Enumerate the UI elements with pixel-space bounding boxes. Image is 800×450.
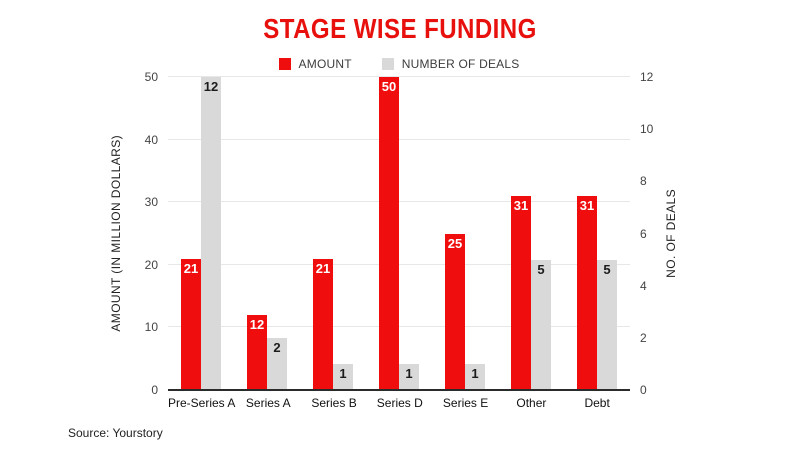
y-tick-right: 2 — [640, 330, 647, 345]
gridline — [168, 138, 630, 140]
x-label: Debt — [584, 396, 610, 410]
gridline — [168, 326, 630, 328]
bar-amount: 12 — [247, 314, 267, 390]
bar-value-label: 1 — [471, 365, 479, 381]
bar-value-label: 25 — [447, 235, 463, 251]
bar-value-label: 50 — [381, 79, 397, 94]
legend: AMOUNT NUMBER OF DEALS — [168, 57, 630, 71]
x-label: Pre-Series A — [168, 396, 236, 410]
x-label: Series A — [245, 396, 291, 410]
y-tick-right: 12 — [640, 70, 654, 84]
bar-value-label: 12 — [203, 79, 219, 94]
bar-amount: 25 — [445, 233, 465, 390]
legend-label: AMOUNT — [298, 57, 352, 71]
x-label: Series E — [442, 396, 489, 410]
bar-group: 21 12 — [181, 77, 221, 390]
x-axis-line — [168, 389, 630, 391]
bar-deals: 1 — [399, 363, 419, 390]
bar-value-label: 1 — [405, 365, 413, 381]
legend-label: NUMBER OF DEALS — [401, 57, 520, 71]
y-tick-right: 6 — [640, 226, 647, 241]
y-tick-left: 0 — [151, 383, 158, 397]
bar-group: 25 1 — [445, 233, 485, 390]
bar-value-label: 21 — [183, 260, 199, 276]
bar-deals: 2 — [267, 337, 287, 390]
left-axis-ticks: 0 10 20 30 40 50 — [126, 70, 158, 397]
y-tick-right: 8 — [640, 174, 647, 189]
plot-area: 21 12 12 2 21 1 50 1 25 1 31 5 31 5 — [168, 76, 630, 391]
y-tick-right: 4 — [640, 278, 647, 293]
y-tick-left: 20 — [144, 257, 158, 272]
y-tick-left: 30 — [144, 195, 158, 210]
y-tick-left: 40 — [144, 132, 158, 147]
gridline — [168, 201, 630, 203]
y-tick-right: 10 — [640, 122, 654, 137]
bar-amount: 50 — [379, 77, 399, 390]
y-tick-right: 0 — [640, 383, 647, 397]
category-labels: Pre-Series A Series A Series B Series D Seri… — [168, 396, 630, 410]
bar-group: 50 1 — [379, 77, 419, 390]
x-label: Other — [516, 396, 547, 410]
chart-title: STAGE WISE FUNDING — [263, 13, 537, 44]
bar-value-label: 5 — [603, 261, 611, 277]
bar-deals: 5 — [597, 259, 617, 390]
legend-item-deals: NUMBER OF DEALS — [381, 57, 520, 71]
bar-groups: 21 12 12 2 21 1 50 1 25 1 31 5 31 5 — [168, 77, 630, 390]
bar-group: 12 2 — [247, 314, 287, 390]
bar-amount: 21 — [313, 258, 333, 390]
bar-deals: 1 — [333, 363, 353, 390]
y-tick-left: 50 — [144, 70, 158, 84]
y-tick-left: 10 — [144, 320, 158, 335]
bar-value-label: 5 — [537, 261, 545, 277]
bar-group: 31 5 — [577, 195, 617, 390]
x-label: Series B — [311, 396, 357, 410]
bar-value-label: 1 — [339, 365, 347, 381]
gridline — [168, 76, 630, 77]
bar-deals: 5 — [531, 259, 551, 390]
bar-deals: 1 — [465, 363, 485, 390]
x-label: Series D — [376, 396, 423, 410]
bar-value-label: 21 — [315, 260, 331, 276]
right-axis-title: NO. OF DEALS — [664, 189, 678, 278]
bar-value-label: 12 — [249, 316, 265, 332]
bar-value-label: 31 — [579, 197, 595, 213]
bar-deals: 12 — [201, 77, 221, 390]
bar-group: 21 1 — [313, 258, 353, 390]
deals-swatch-icon — [381, 58, 394, 70]
right-axis-ticks: 0 2 4 6 8 10 12 — [640, 70, 672, 397]
source-note: Source: Yourstory — [68, 426, 163, 440]
bar-value-label: 2 — [273, 339, 281, 355]
gridline — [168, 263, 630, 265]
bar-value-label: 31 — [513, 197, 529, 213]
bar-amount: 21 — [181, 258, 201, 390]
bar-amount: 31 — [577, 195, 597, 390]
legend-item-amount: AMOUNT — [278, 57, 352, 71]
amount-swatch-icon — [278, 58, 291, 70]
bar-group: 31 5 — [511, 195, 551, 390]
bar-amount: 31 — [511, 195, 531, 390]
